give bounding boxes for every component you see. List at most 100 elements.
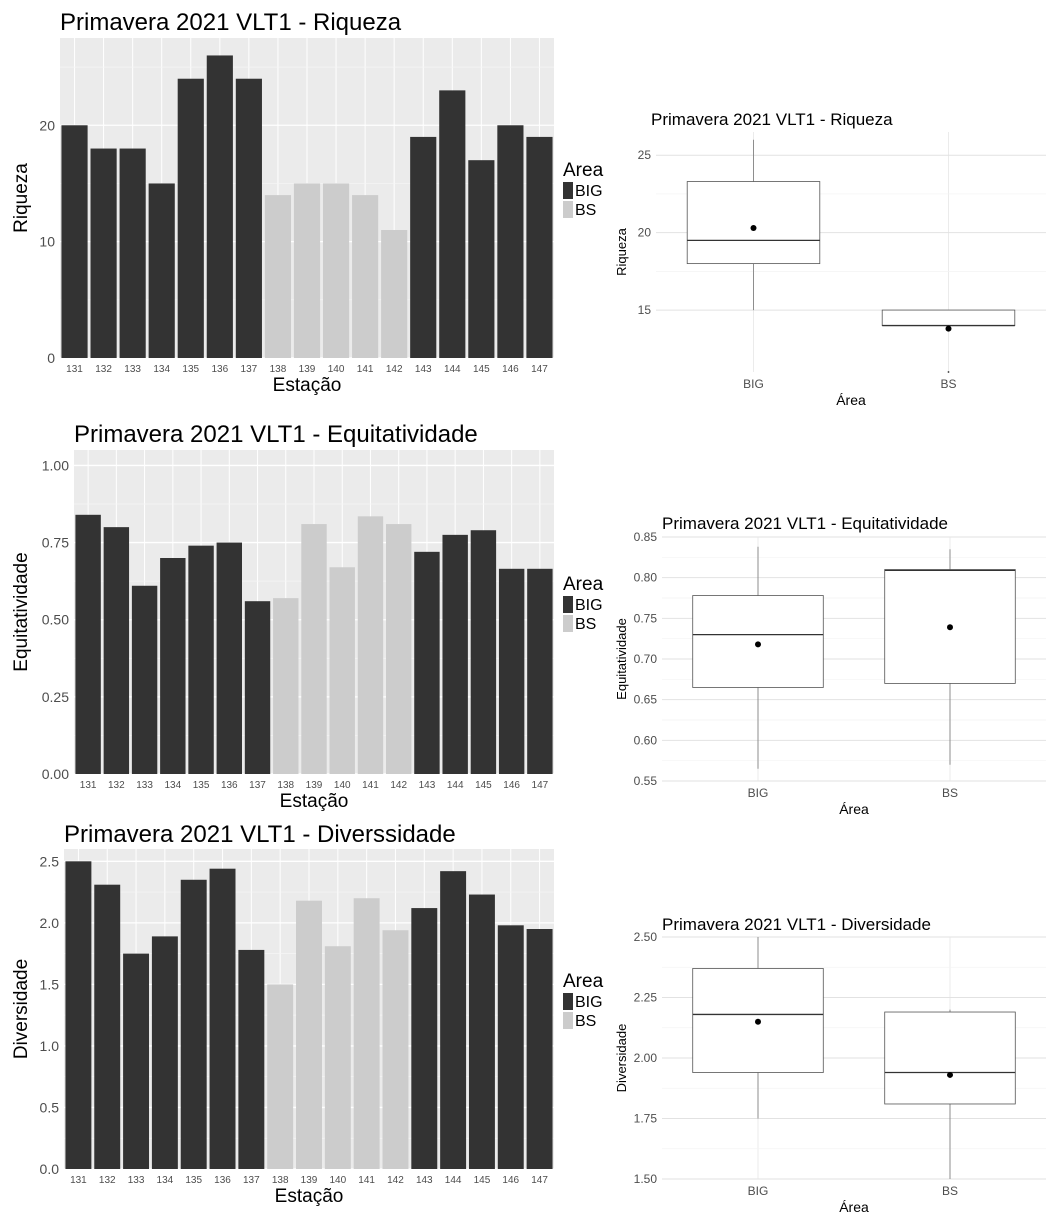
y-tick-label: 0.55 (634, 774, 658, 788)
y-tick-label: 2.00 (634, 1051, 658, 1065)
bar-133 (123, 953, 150, 1169)
x-tick-label: BS (940, 377, 956, 391)
bar-135 (177, 78, 204, 359)
x-tick-label: 134 (157, 1175, 174, 1186)
x-tick-label: 138 (272, 1175, 289, 1186)
bar-138 (264, 195, 292, 358)
x-tick-label: 147 (532, 780, 549, 791)
legend-label-bs: BS (575, 202, 596, 219)
x-tick-label: 132 (99, 1175, 116, 1186)
y-tick-label: 0.85 (634, 530, 658, 544)
box-big (686, 181, 821, 265)
legend-key-bs (563, 615, 573, 632)
y-tick-label: 2.0 (40, 915, 60, 931)
bar-146 (498, 568, 525, 774)
x-tick-label: 132 (108, 780, 125, 791)
bar-138 (273, 598, 299, 774)
chart-title: Primavera 2021 VLT1 - Riqueza (651, 110, 893, 129)
legend-label-big: BIG (575, 994, 603, 1011)
x-tick-label: BS (942, 1184, 958, 1198)
x-tick-label: 142 (390, 780, 407, 791)
y-tick-label: 20 (638, 226, 652, 240)
mean-point-bs (947, 1071, 953, 1078)
y-tick-label: 0.50 (42, 612, 69, 628)
bar-131 (75, 514, 101, 774)
bar-132 (103, 527, 130, 774)
x-tick-label: 137 (243, 1175, 260, 1186)
x-tick-label: 145 (475, 780, 492, 791)
mean-point-bs (945, 325, 952, 332)
x-tick-label: 143 (415, 364, 432, 375)
x-tick-label: BIG (748, 1184, 769, 1198)
bar-141 (352, 195, 379, 358)
legend-key-bs (563, 201, 573, 218)
x-tick-label: BIG (743, 377, 764, 391)
x-tick-label: 131 (66, 364, 83, 375)
bar-143 (410, 136, 437, 358)
x-tick-label: 142 (387, 1175, 404, 1186)
x-tick-label: 139 (306, 780, 323, 791)
bar-137 (235, 78, 262, 359)
x-tick-label: 135 (185, 1175, 202, 1186)
bar-134 (148, 183, 175, 358)
y-tick-label: 0 (47, 350, 55, 366)
x-tick-label: 139 (301, 1175, 318, 1186)
bar-143 (414, 551, 440, 774)
x-tick-label: 140 (329, 1175, 346, 1186)
y-tick-label: 0.70 (634, 652, 658, 666)
legend-key-big (563, 182, 573, 199)
y-axis-label: Riqueza (11, 163, 32, 233)
bar-144 (442, 534, 468, 774)
y-axis-label: Equitatividade (11, 552, 32, 671)
diversidade-box-plot: Primavera 2021 VLT1 - Diversidade 1.50 1.7… (614, 915, 1046, 1215)
y-tick-label: 1.50 (634, 1172, 658, 1186)
bar-147 (527, 568, 553, 774)
bar-137 (244, 601, 271, 774)
bar-142 (382, 930, 409, 1169)
x-tick-label: 141 (358, 1175, 375, 1186)
x-tick-label: 136 (211, 364, 228, 375)
bar-141 (353, 898, 380, 1169)
x-tick-label: 143 (416, 1175, 433, 1186)
x-tick-label: BIG (748, 786, 769, 800)
y-tick-label: 0.75 (42, 535, 69, 551)
x-tick-label: 131 (70, 1175, 87, 1186)
box-bs (881, 309, 1016, 326)
equitatividade-box-plot: Primavera 2021 VLT1 - Equitatividade 0.55… (614, 514, 1046, 815)
y-tick-label: 20 (39, 117, 55, 133)
legend-title: Area (563, 971, 604, 992)
bar-141 (357, 516, 384, 774)
x-axis-label: Estação (275, 1186, 344, 1207)
bar-140 (329, 567, 355, 774)
bar-133 (131, 585, 158, 774)
bar-134 (160, 558, 186, 774)
y-tick-label: 0.75 (634, 611, 658, 625)
legend-label-bs: BS (575, 1013, 596, 1030)
x-tick-label: 143 (419, 780, 436, 791)
y-tick-label: 1.00 (42, 457, 69, 473)
x-tick-label: 138 (270, 364, 287, 375)
x-tick-label: 136 (221, 780, 238, 791)
y-tick-label: 0.0 (40, 1161, 60, 1177)
y-tick-label: 1.5 (40, 976, 60, 992)
bar-136 (216, 542, 242, 774)
y-tick-label: 0.5 (40, 1099, 60, 1115)
outlier-point-bs (947, 371, 950, 373)
bar-139 (301, 524, 327, 774)
x-tick-label: 147 (531, 364, 548, 375)
equitatividade-bar-chart: Primavera 2021 VLT1 - Equitatividade 0.00… (11, 421, 604, 812)
bar-135 (188, 545, 214, 774)
bar-137 (238, 949, 265, 1169)
x-tick-label: 133 (128, 1175, 145, 1186)
bar-147 (526, 136, 553, 358)
y-tick-label: 2.5 (40, 853, 60, 869)
y-tick-label: 0.60 (634, 733, 658, 747)
y-axis-label: Riqueza (614, 227, 629, 275)
legend-title: Area (563, 574, 604, 595)
y-tick-label: 0.00 (42, 766, 69, 782)
x-tick-label: 131 (80, 780, 97, 791)
chart-title: Primavera 2021 VLT1 - Equitatividade (74, 421, 478, 448)
diversidade-bar-chart: Primavera 2021 VLT1 - Diverssidade 0.0 0.5… (11, 821, 604, 1207)
x-tick-label: 141 (357, 364, 374, 375)
bar-146 (497, 125, 524, 358)
